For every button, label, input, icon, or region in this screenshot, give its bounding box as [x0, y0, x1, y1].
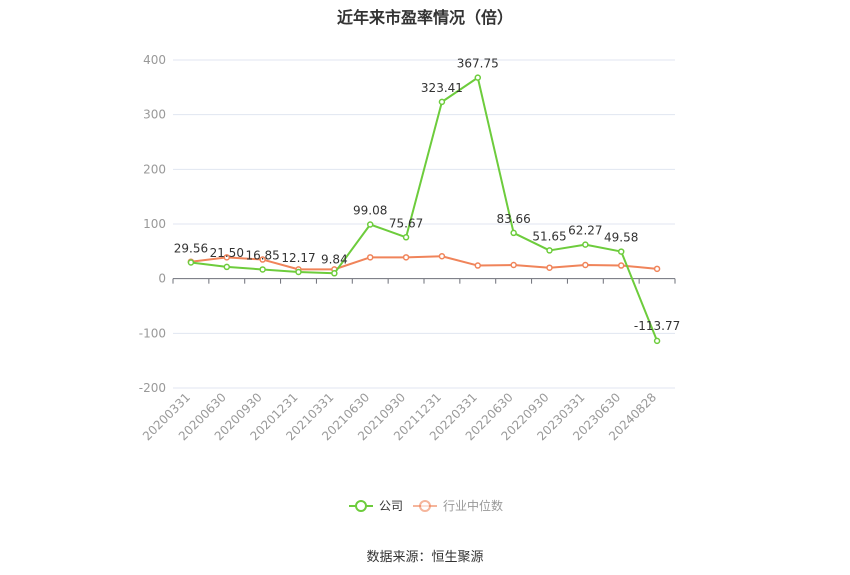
data-point-industry-median — [366, 254, 374, 261]
data-point-industry-median — [402, 254, 410, 261]
data-point-company — [259, 266, 266, 273]
data-point-company — [653, 337, 661, 345]
legend-marker-icon — [355, 500, 367, 512]
data-point-industry-median — [474, 262, 482, 269]
y-tick-label: 100 — [143, 217, 166, 231]
y-tick-label: -200 — [139, 381, 166, 395]
data-label: 75.67 — [389, 216, 423, 230]
data-point-industry-median — [438, 253, 446, 260]
data-label: 9.84 — [321, 252, 348, 266]
data-label: 21.50 — [210, 246, 244, 260]
data-label: 367.75 — [457, 57, 499, 71]
data-point-company — [187, 259, 195, 266]
data-label: 83.66 — [496, 212, 530, 226]
data-label: 51.65 — [532, 229, 566, 243]
data-label: 323.41 — [421, 81, 463, 95]
y-tick-label: 400 — [143, 53, 166, 67]
data-point-company — [582, 241, 589, 248]
chart-title: 近年来市盈率情况（倍） — [336, 8, 513, 27]
data-point-company — [331, 270, 338, 277]
legend-label: 公司 — [379, 499, 403, 513]
legend-marker-icon — [419, 500, 431, 512]
y-tick-label: 200 — [143, 162, 166, 176]
data-point-industry-median — [546, 264, 553, 271]
data-point-industry-median — [259, 256, 266, 263]
y-tick-label: 300 — [143, 108, 166, 122]
series-layer — [187, 74, 661, 345]
data-label: 49.58 — [604, 231, 638, 245]
source-note: 数据来源：恒生聚源 — [366, 550, 484, 565]
data-point-industry-median — [510, 261, 517, 269]
data-label: 62.27 — [568, 224, 602, 238]
data-point-industry-median — [223, 254, 231, 261]
data-point-company — [295, 268, 302, 276]
series-line-company — [190, 76, 658, 342]
data-label: 16.85 — [245, 248, 279, 262]
data-point-company — [366, 221, 374, 228]
data-point-company — [510, 229, 517, 237]
data-point-company — [474, 74, 482, 81]
data-point-industry-median — [582, 261, 589, 269]
data-point-company — [617, 248, 625, 255]
y-tick-label: -100 — [139, 326, 166, 340]
data-label: 12.17 — [281, 251, 315, 265]
data-label: 29.56 — [174, 242, 208, 256]
data-point-company — [402, 234, 410, 241]
data-label: -113.77 — [634, 319, 680, 333]
legend-label: 行业中位数 — [443, 498, 503, 513]
series-line-industry-median — [190, 255, 658, 271]
data-point-company — [546, 247, 553, 254]
data-point-industry-median — [617, 262, 625, 269]
legend-item-industry-median[interactable]: 行业中位数 — [413, 498, 503, 513]
data-label: 99.08 — [353, 204, 387, 218]
legend-item-company[interactable]: 公司 — [349, 499, 403, 513]
legend[interactable]: 公司 行业中位数 — [349, 498, 503, 513]
data-point-company — [438, 98, 446, 106]
data-point-company — [223, 263, 231, 271]
y-tick-label: 0 — [158, 272, 166, 286]
data-point-industry-median — [653, 265, 661, 273]
